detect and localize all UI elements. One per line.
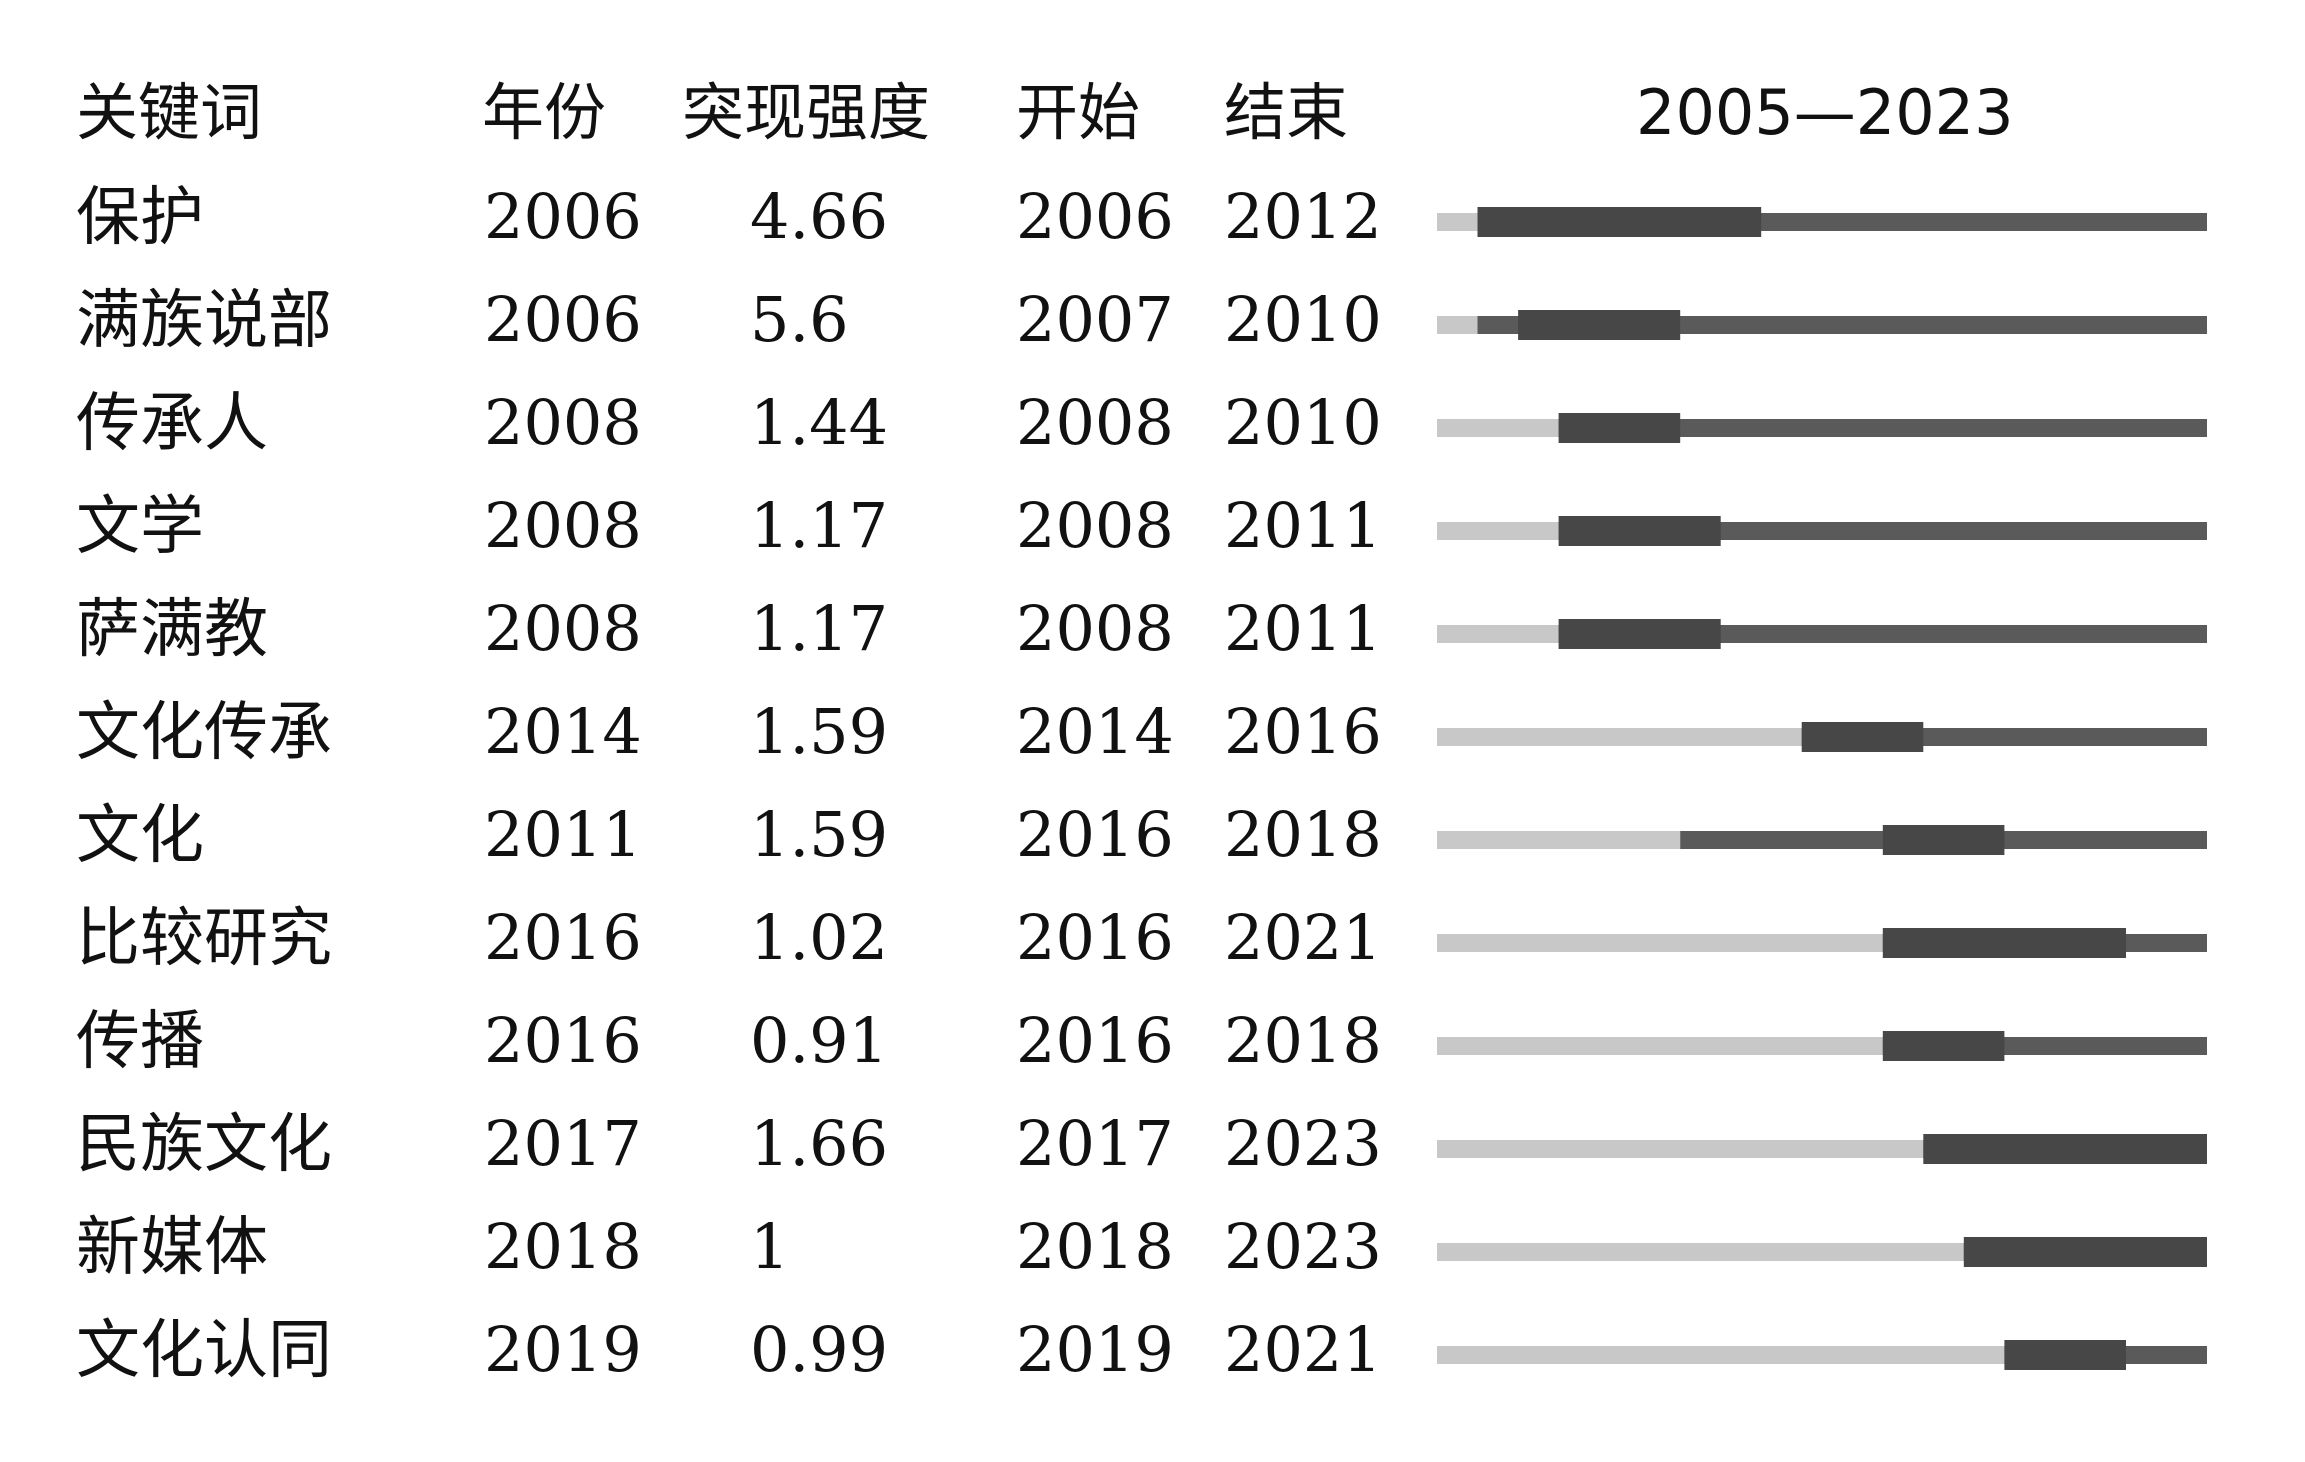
strength-cell: 1.59 xyxy=(750,695,889,768)
timeline-baseline-before xyxy=(1437,213,1478,231)
burst-bar xyxy=(1882,928,2126,958)
timeline-baseline-before xyxy=(1437,728,1802,746)
end-cell: 2011 xyxy=(1224,592,1382,665)
year-cell: 2019 xyxy=(484,1313,642,1386)
end-cell: 2021 xyxy=(1224,901,1382,974)
strength-cell: 0.99 xyxy=(750,1313,889,1386)
begin-cell: 2007 xyxy=(1016,283,1174,356)
begin-cell: 2014 xyxy=(1016,695,1174,768)
year-cell: 2006 xyxy=(484,283,642,356)
year-cell: 2016 xyxy=(484,901,642,974)
keyword-cell: 文化 xyxy=(76,799,204,873)
end-cell: 2010 xyxy=(1224,386,1382,459)
strength-cell: 1.59 xyxy=(750,798,889,871)
end-cell: 2023 xyxy=(1224,1107,1382,1180)
burst-bar xyxy=(2004,1340,2126,1370)
burst-bar xyxy=(1882,825,2005,855)
end-cell: 2010 xyxy=(1224,283,1382,356)
year-cell: 2008 xyxy=(484,489,642,562)
strength-cell: 1.17 xyxy=(750,592,889,665)
strength-cell: 1.44 xyxy=(750,386,889,459)
strength-cell: 1 xyxy=(750,1210,790,1283)
begin-cell: 2019 xyxy=(1016,1313,1174,1386)
keyword-cell: 民族文化 xyxy=(76,1108,332,1182)
header-year: 年份 xyxy=(482,76,607,149)
burst-bar xyxy=(1882,1031,2005,1061)
begin-cell: 2008 xyxy=(1016,386,1174,459)
timeline-baseline-before xyxy=(1437,831,1681,849)
year-cell: 2017 xyxy=(484,1107,642,1180)
keyword-cell: 文化认同 xyxy=(76,1314,332,1388)
timeline-baseline-after xyxy=(1558,419,2207,437)
strength-cell: 0.91 xyxy=(750,1004,889,1077)
burst-bar xyxy=(1558,619,1721,649)
keyword-cell: 萨满教 xyxy=(76,593,268,667)
year-cell: 2006 xyxy=(484,180,642,253)
keyword-cell: 满族说部 xyxy=(76,284,332,358)
timeline-baseline-before xyxy=(1437,1037,1883,1055)
timeline-baseline-before xyxy=(1437,934,1883,952)
begin-cell: 2017 xyxy=(1016,1107,1174,1180)
year-cell: 2016 xyxy=(484,1004,642,1077)
year-cell: 2011 xyxy=(484,798,642,871)
burst-bar xyxy=(1558,516,1721,546)
strength-cell: 4.66 xyxy=(750,180,889,253)
keyword-cell: 比较研究 xyxy=(76,902,332,976)
timeline-baseline-before xyxy=(1437,1243,1964,1261)
burst-bar xyxy=(1558,413,1681,443)
year-cell: 2008 xyxy=(484,592,642,665)
burst-bar xyxy=(1477,207,1762,237)
end-cell: 2021 xyxy=(1224,1313,1382,1386)
strength-cell: 5.6 xyxy=(750,283,849,356)
burst-bar xyxy=(1923,1134,2207,1164)
end-cell: 2018 xyxy=(1224,1004,1382,1077)
end-cell: 2018 xyxy=(1224,798,1382,871)
timeline-baseline-before xyxy=(1437,1346,2005,1364)
begin-cell: 2006 xyxy=(1016,180,1174,253)
burst-bar xyxy=(1963,1237,2207,1267)
timeline-baseline-before xyxy=(1437,625,1559,643)
keyword-cell: 传播 xyxy=(76,1005,204,1079)
header-range: 2005—2023 xyxy=(1636,76,2014,149)
begin-cell: 2008 xyxy=(1016,489,1174,562)
header-end: 结束 xyxy=(1224,76,1349,149)
begin-cell: 2016 xyxy=(1016,901,1174,974)
keyword-cell: 保护 xyxy=(76,181,204,255)
end-cell: 2023 xyxy=(1224,1210,1382,1283)
timeline-baseline-before xyxy=(1437,1140,1924,1158)
header-begin: 开始 xyxy=(1016,76,1141,149)
keyword-cell: 文化传承 xyxy=(76,696,332,770)
header-keyword: 关键词 xyxy=(76,76,263,149)
end-cell: 2016 xyxy=(1224,695,1382,768)
keyword-cell: 传承人 xyxy=(76,387,268,461)
burst-bar xyxy=(1801,722,1924,752)
strength-cell: 1.02 xyxy=(750,901,889,974)
header-strength: 突现强度 xyxy=(682,76,931,149)
end-cell: 2012 xyxy=(1224,180,1382,253)
year-cell: 2008 xyxy=(484,386,642,459)
begin-cell: 2016 xyxy=(1016,798,1174,871)
timeline-baseline-before xyxy=(1437,419,1559,437)
strength-cell: 1.17 xyxy=(750,489,889,562)
keyword-cell: 文学 xyxy=(76,490,204,564)
keyword-cell: 新媒体 xyxy=(76,1211,268,1285)
begin-cell: 2018 xyxy=(1016,1210,1174,1283)
begin-cell: 2016 xyxy=(1016,1004,1174,1077)
burst-bar xyxy=(1518,310,1681,340)
end-cell: 2011 xyxy=(1224,489,1382,562)
strength-cell: 1.66 xyxy=(750,1107,889,1180)
timeline-baseline-before xyxy=(1437,316,1478,334)
timeline-baseline-before xyxy=(1437,522,1559,540)
year-cell: 2018 xyxy=(484,1210,642,1283)
year-cell: 2014 xyxy=(484,695,642,768)
begin-cell: 2008 xyxy=(1016,592,1174,665)
